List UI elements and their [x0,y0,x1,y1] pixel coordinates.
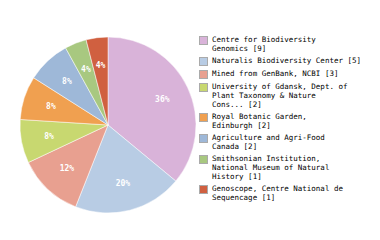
html-text:Genomics [9]: Genomics [9] [212,44,267,53]
svg-text:8%: 8% [44,132,54,141]
html-text:Sequencage [1]: Sequencage [1] [212,193,276,202]
html-text:University of Gdansk, Dept. of: University of Gdansk, Dept. of [212,82,348,91]
html-text:Agriculture and Agri-Food: Agriculture and Agri-Food [212,133,325,142]
svg-text:8%: 8% [46,102,56,111]
html-text:Genoscope, Centre National de: Genoscope, Centre National de [212,184,343,193]
svg-text:20%: 20% [116,179,131,188]
html-text:National Museum of Natural: National Museum of Natural [212,163,330,172]
svg-text:8%: 8% [62,77,72,86]
html-text:History [1]: History [1] [212,172,262,181]
html-text:Centre for Biodiversity: Centre for Biodiversity [212,35,316,44]
html-text:Mined from GenBank, NCBI [3]: Mined from GenBank, NCBI [3] [212,69,339,78]
html-text:Royal Botanic Garden,: Royal Botanic Garden, [212,112,307,121]
html-text:Cons... [2]: Cons... [2] [212,100,262,109]
html-text:Naturalis Biodiversity Center: Naturalis Biodiversity Center [5] [212,56,361,65]
svg-text:4%: 4% [81,65,91,74]
svg-text:36%: 36% [155,95,170,104]
svg-text:4%: 4% [96,61,106,70]
html-text:Plant Taxonomy & Nature: Plant Taxonomy & Nature [212,91,316,100]
html-text:Edinburgh [2]: Edinburgh [2] [212,121,271,130]
html-text:Canada [2]: Canada [2] [212,142,258,151]
svg-text:12%: 12% [60,164,75,173]
html-text:Smithsonian Institution,: Smithsonian Institution, [212,154,321,163]
